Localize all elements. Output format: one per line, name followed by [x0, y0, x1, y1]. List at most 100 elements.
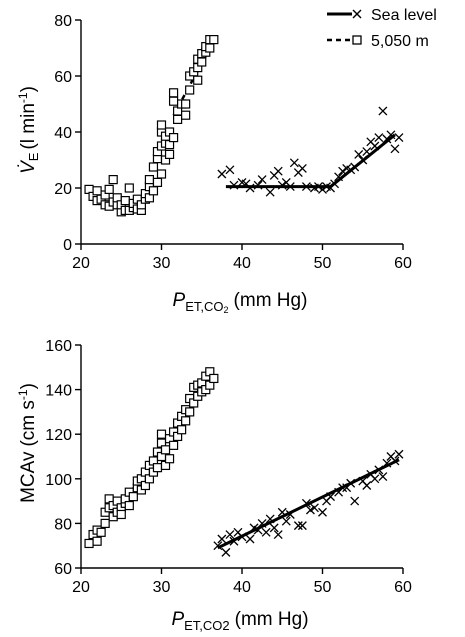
fit-line-sea-level [225, 133, 396, 189]
data-point-5050m [156, 120, 167, 130]
data-point-5050m [156, 429, 167, 439]
y-tick-label: 160 [45, 338, 72, 355]
x-tick-label: 60 [394, 579, 412, 596]
data-point-sea-level [269, 523, 279, 533]
data-point-sea-level [338, 483, 348, 493]
data-point-sea-level [346, 165, 356, 175]
data-point-5050m [120, 196, 130, 206]
data-point-sea-level [281, 516, 291, 526]
data-point-5050m [168, 88, 179, 98]
data-point-sea-level [362, 147, 372, 157]
data-point-5050m [193, 75, 203, 85]
data-point-sea-level [350, 162, 360, 172]
data-point-5050m [152, 463, 163, 473]
data-point-5050m [156, 169, 167, 179]
data-point-5050m [128, 492, 138, 502]
data-point-sea-level [225, 165, 235, 175]
data-point-sea-level [378, 106, 388, 116]
data-point-sea-level [338, 166, 348, 176]
data-point-5050m [168, 96, 179, 106]
data-point-sea-level [217, 534, 227, 544]
x-tick-label: 40 [233, 255, 251, 272]
data-point-sea-level [326, 492, 336, 502]
y-tick-label: 80 [54, 13, 72, 30]
data-point-sea-level [273, 530, 283, 540]
legend-square-marker [352, 35, 362, 45]
data-point-sea-level [378, 472, 388, 482]
data-point-sea-level [370, 474, 380, 484]
data-point-5050m [160, 445, 171, 455]
data-point-sea-level [346, 478, 356, 488]
data-point-sea-level [237, 532, 247, 542]
legend-x-marker [352, 9, 362, 19]
markers-bottom [84, 367, 404, 557]
x-tick-label: 20 [72, 579, 90, 596]
data-point-5050m [168, 133, 179, 143]
data-point-5050m [168, 440, 179, 450]
data-point-sea-level [382, 458, 392, 468]
axes-bottom: 60 80 100 120 140 160 20 30 40 50 60 [45, 338, 412, 596]
data-point-sea-level [318, 184, 327, 194]
y-axis-label-top: V̇E(l min-1) [16, 86, 41, 174]
data-point-sea-level [293, 521, 303, 531]
data-point-sea-level [257, 175, 267, 185]
data-point-sea-level [309, 503, 319, 513]
data-point-sea-level [318, 507, 327, 517]
data-point-sea-level [297, 521, 307, 531]
legend: Sea level 5,050 m [327, 7, 437, 50]
x-tick-label: 40 [233, 579, 251, 596]
data-point-5050m [96, 527, 106, 537]
data-point-sea-level [314, 182, 323, 192]
data-point-5050m [209, 34, 219, 45]
x-axis-label-bottom: PET,CO2 (mm Hg) [171, 609, 308, 633]
data-point-5050m [185, 407, 195, 417]
fit-lines-top [172, 40, 396, 189]
data-point-sea-level [390, 144, 400, 154]
data-point-5050m [181, 110, 191, 120]
data-point-5050m [124, 183, 134, 193]
data-point-5050m [92, 186, 102, 196]
data-point-sea-level [374, 465, 384, 475]
data-point-5050m [164, 454, 175, 464]
data-point-sea-level [257, 518, 267, 528]
data-point-5050m [108, 175, 118, 185]
data-point-sea-level [277, 507, 287, 517]
x-tick-label: 60 [394, 255, 412, 272]
data-point-sea-level [354, 149, 364, 159]
data-point-5050m [116, 509, 126, 520]
data-point-sea-level [265, 187, 275, 197]
data-point-sea-level [225, 530, 235, 540]
data-point-5050m [205, 43, 215, 53]
y-tick-label: 60 [54, 69, 72, 86]
data-point-sea-level [301, 498, 311, 508]
data-point-sea-level [289, 158, 299, 168]
y-tick-label: 40 [54, 125, 72, 142]
legend-label-5050: 5,050 m [371, 33, 429, 50]
data-point-5050m [84, 538, 94, 549]
data-point-5050m [181, 99, 191, 109]
x-tick-label: 30 [153, 255, 171, 272]
data-point-sea-level [245, 534, 255, 544]
data-point-sea-level [253, 180, 263, 190]
data-point-5050m [177, 425, 187, 435]
data-point-sea-level [217, 169, 227, 179]
data-point-sea-level [285, 182, 295, 192]
data-point-sea-level [334, 172, 344, 182]
y-tick-label: 120 [45, 427, 72, 444]
data-point-sea-level [249, 523, 259, 533]
data-point-sea-level [213, 541, 223, 551]
y-tick-label: 60 [54, 561, 72, 578]
data-point-5050m [144, 175, 155, 185]
data-point-5050m [148, 186, 159, 196]
data-point-sea-level [261, 527, 271, 537]
data-point-5050m [100, 518, 110, 529]
data-point-sea-level [386, 130, 396, 140]
y-tick-label: 140 [45, 383, 72, 400]
data-point-sea-level [350, 496, 360, 506]
data-point-5050m [185, 85, 195, 95]
data-point-sea-level [330, 179, 340, 189]
